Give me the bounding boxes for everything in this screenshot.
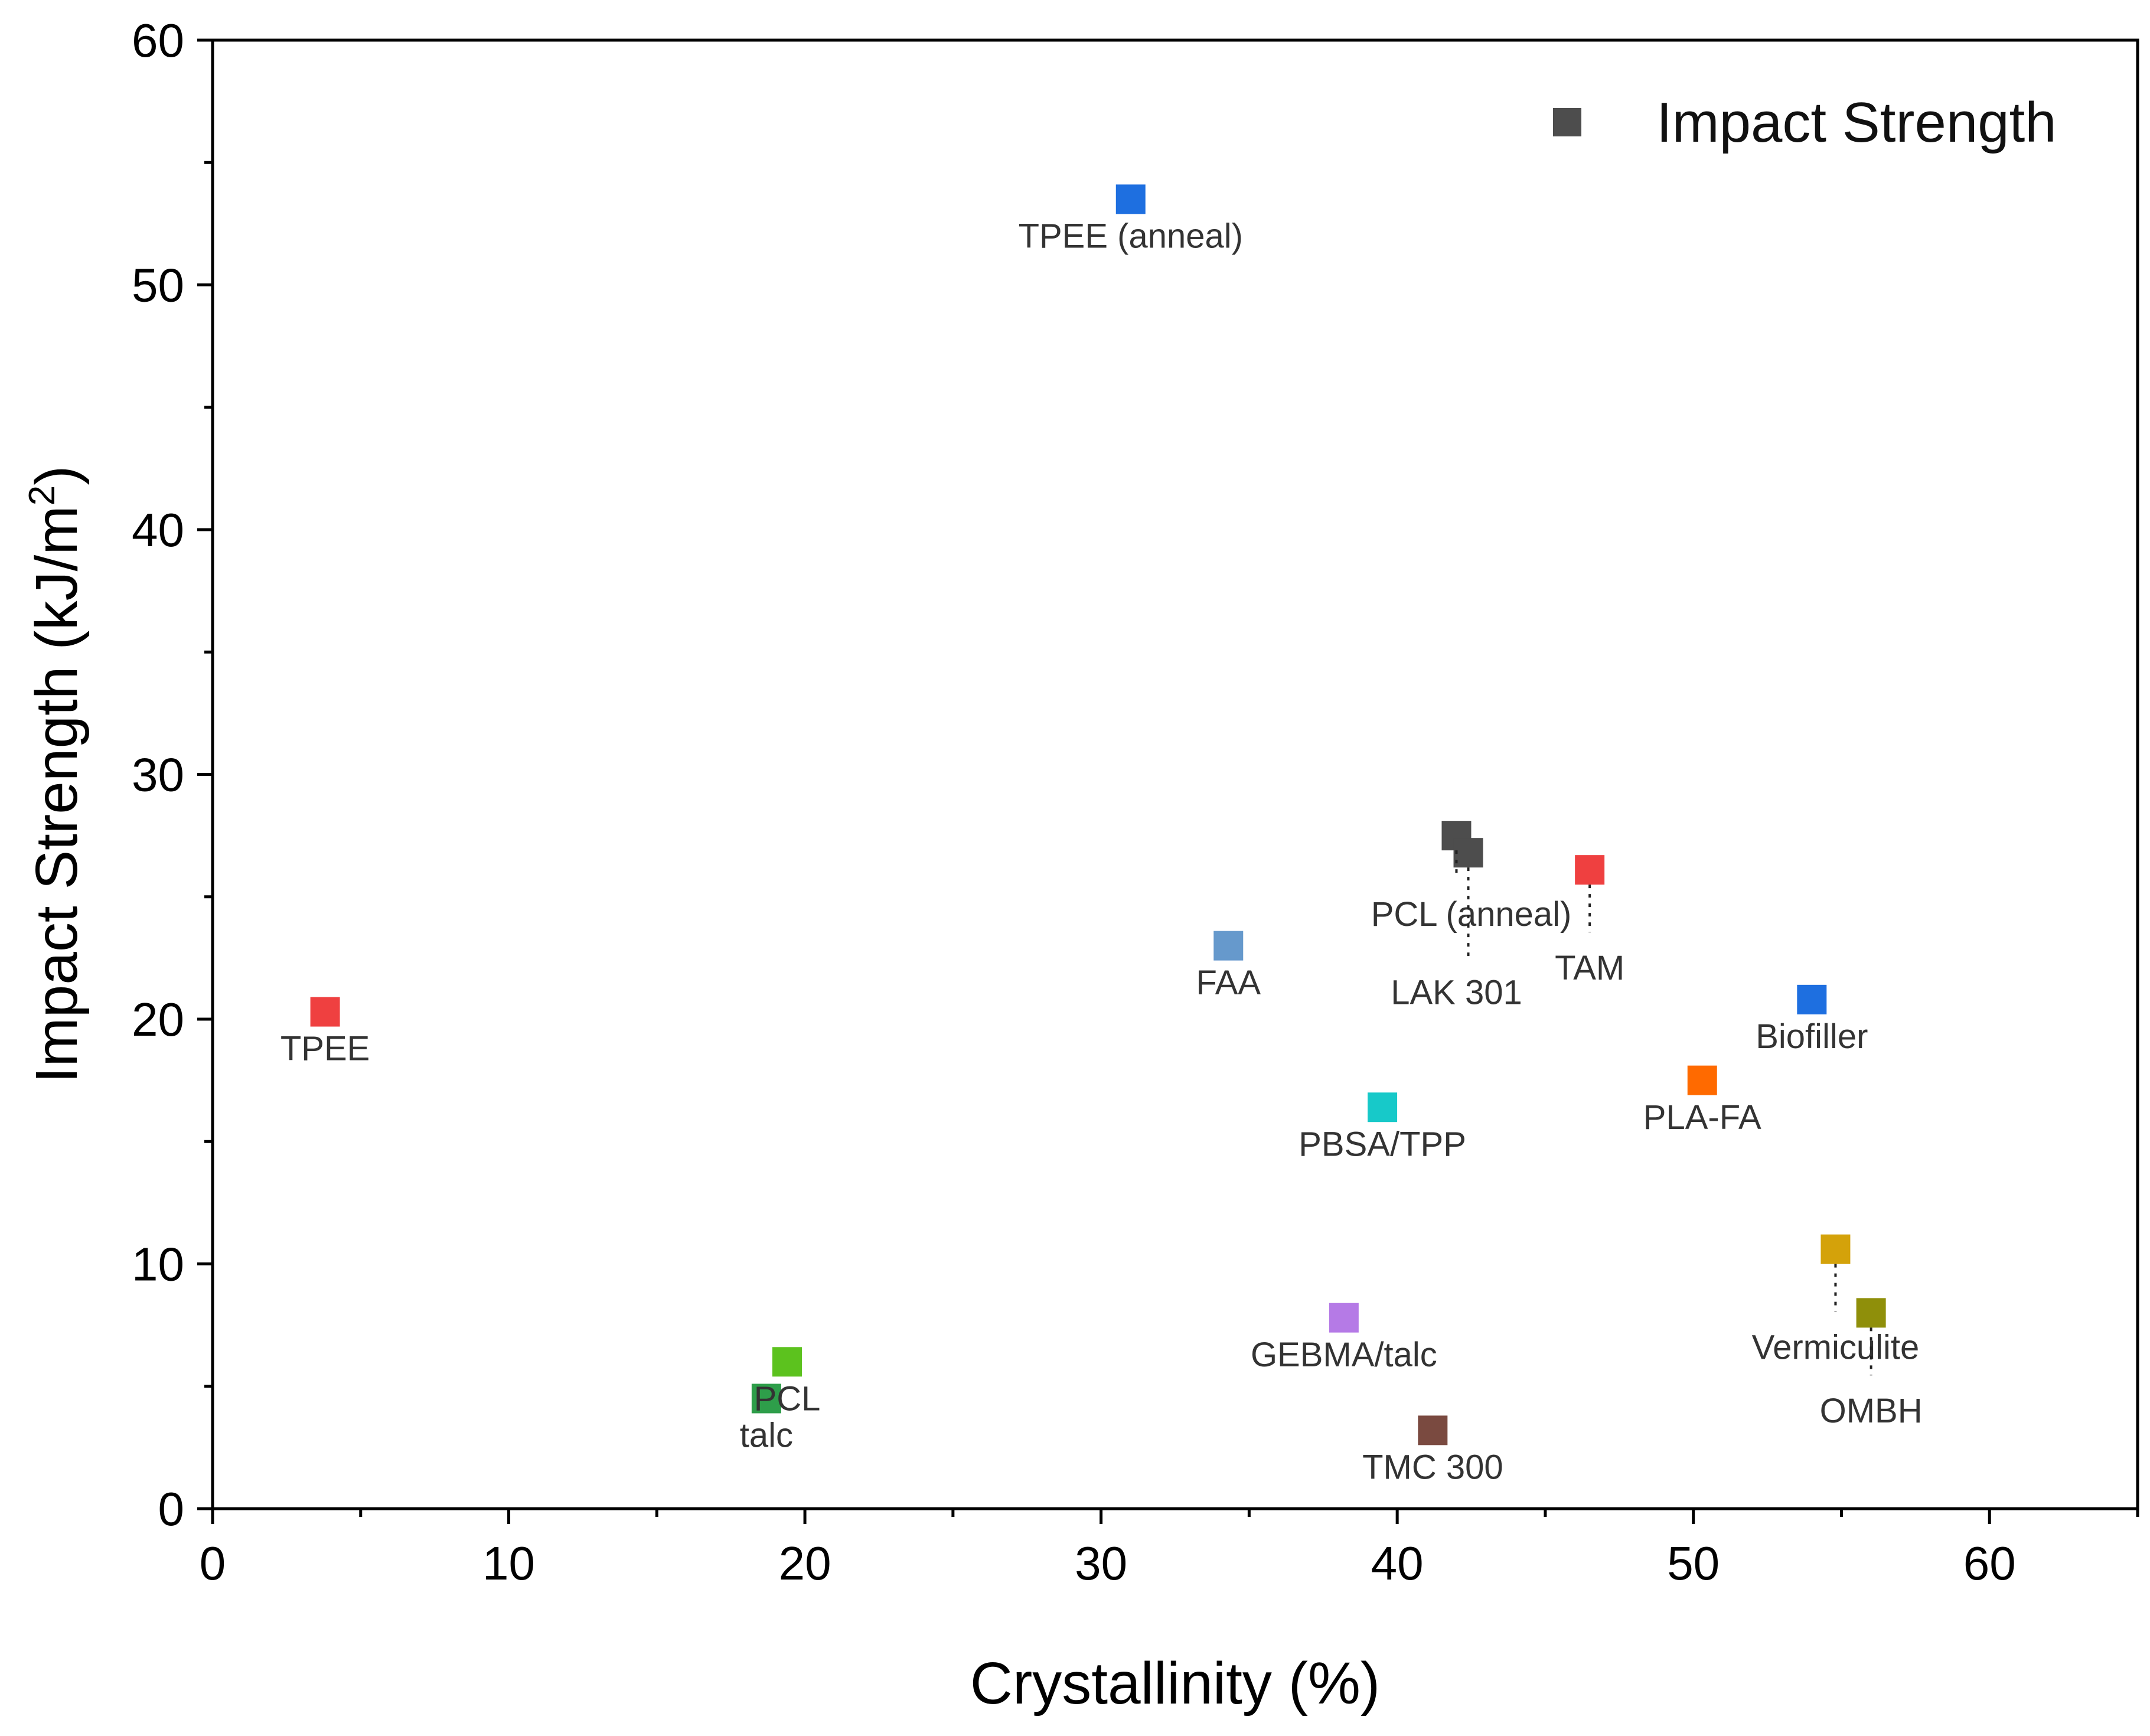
point-label-tmc-300: TMC 300 <box>1362 1448 1503 1487</box>
point-label-pla-fa: PLA-FA <box>1643 1098 1761 1137</box>
y-axis-title-superscript: 2 <box>22 485 63 505</box>
point-pla-fa <box>1687 1065 1717 1095</box>
x-tick-label: 0 <box>200 1537 226 1590</box>
point-label-ombh: OMBH <box>1820 1392 1923 1430</box>
y-tick-label: 20 <box>132 993 184 1046</box>
data-points <box>310 184 1886 1445</box>
y-tick-label: 60 <box>132 14 184 67</box>
legend: Impact Strength <box>1553 91 2057 154</box>
point-tam <box>1575 855 1605 885</box>
point-tpee-anneal <box>1115 184 1146 214</box>
point-label-pcl-anneal: PCL (anneal) <box>1371 895 1572 934</box>
point-tpee <box>310 997 340 1027</box>
point-label-talc: talc <box>740 1417 793 1455</box>
x-axis-title: Crystallinity (%) <box>970 1650 1380 1717</box>
point-ombh <box>1856 1298 1886 1328</box>
point-tmc-300 <box>1418 1415 1448 1445</box>
point-pcl <box>772 1347 802 1377</box>
point-label-vermiculite: Vermiculite <box>1752 1328 1920 1366</box>
point-label-pbsa-tpp: PBSA/TPP <box>1299 1125 1466 1163</box>
point-labels: TPEE TPEE (anneal) FAA PCL (anneal) LAK 301 T… <box>280 217 1923 1487</box>
y-axis-title-main: Impact Strength (kJ/m <box>24 505 90 1083</box>
plot-frame <box>211 38 2139 1510</box>
y-axis-title: Impact Strength (kJ/m2) <box>22 466 90 1084</box>
y-axis-title-end: ) <box>24 466 90 485</box>
point-label-lak-301: LAK 301 <box>1391 973 1522 1011</box>
x-tick-label: 60 <box>1963 1537 2016 1590</box>
y-tick-label: 0 <box>158 1483 185 1535</box>
point-pbsa-tpp <box>1368 1092 1398 1122</box>
point-label-biofiller: Biofiller <box>1756 1017 1868 1056</box>
x-tick-label: 20 <box>779 1537 831 1590</box>
x-tick-label: 30 <box>1075 1537 1127 1590</box>
y-tick-label: 40 <box>132 504 184 556</box>
point-label-faa: FAA <box>1196 964 1261 1002</box>
x-tick-label: 40 <box>1371 1537 1424 1590</box>
y-tick-label: 10 <box>132 1238 184 1291</box>
point-label-pcl: PCL <box>754 1379 821 1418</box>
point-lak-301 <box>1453 838 1483 868</box>
y-tick-label: 50 <box>132 259 184 312</box>
point-label-gebma-talc: GEBMA/talc <box>1251 1336 1437 1374</box>
x-tick-label: 50 <box>1667 1537 1720 1590</box>
y-tick-label: 30 <box>132 749 184 801</box>
point-label-tpee-anneal: TPEE (anneal) <box>1019 217 1243 256</box>
point-vermiculite <box>1821 1234 1851 1264</box>
point-faa <box>1213 931 1244 961</box>
x-tick-label: 10 <box>482 1537 535 1590</box>
point-biofiller <box>1797 984 1827 1014</box>
legend-marker <box>1553 108 1581 136</box>
point-gebma-talc <box>1329 1303 1359 1333</box>
axes: 0 10 20 30 40 50 60 0 10 20 30 40 50 60 <box>132 14 2139 1590</box>
point-talc <box>751 1383 781 1414</box>
point-label-tpee: TPEE <box>280 1030 370 1068</box>
point-label-tam: TAM <box>1555 949 1624 987</box>
legend-label: Impact Strength <box>1656 91 2057 154</box>
